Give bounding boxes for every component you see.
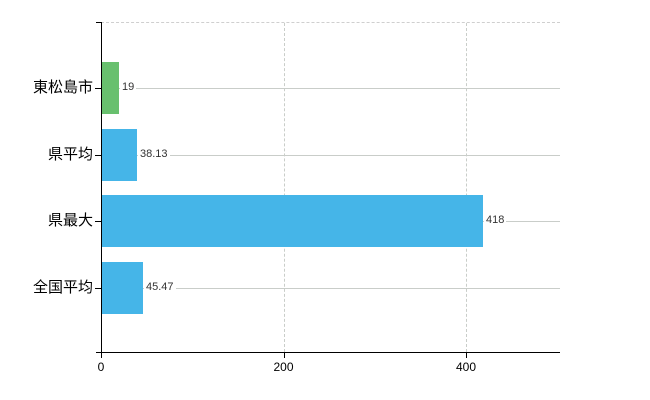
value-label: 19 — [120, 81, 137, 94]
gridline-vertical — [283, 23, 285, 352]
bar — [102, 129, 137, 181]
plot-top-border — [101, 22, 560, 23]
x-axis-line — [96, 352, 560, 353]
category-label: 東松島市 — [32, 79, 93, 96]
y-axis-tick — [95, 88, 101, 89]
y-axis-tick — [95, 155, 101, 156]
x-axis-tick — [466, 353, 467, 358]
bar — [102, 62, 119, 114]
category-label: 県平均 — [47, 146, 93, 163]
value-label: 38.13 — [138, 148, 170, 161]
gridline-vertical — [466, 23, 467, 352]
y-axis-top-tick — [96, 22, 101, 23]
y-axis-line — [101, 22, 102, 353]
x-tick-label: 0 — [97, 360, 105, 374]
x-axis-tick — [101, 353, 102, 358]
value-label: 45.47 — [144, 281, 176, 294]
y-axis-tick — [95, 288, 101, 289]
x-tick-label: 200 — [273, 360, 294, 374]
gridline-horizontal — [102, 288, 560, 289]
category-label: 県最大 — [47, 212, 93, 229]
gridline-horizontal — [102, 155, 560, 156]
x-tick-label: 400 — [455, 360, 477, 374]
bar — [102, 262, 143, 314]
x-axis-tick — [283, 353, 285, 358]
y-axis-tick — [95, 221, 101, 222]
category-label: 全国平均 — [32, 279, 93, 296]
value-label: 418 — [484, 214, 507, 227]
bar — [102, 195, 483, 247]
gridline-horizontal — [102, 88, 560, 89]
